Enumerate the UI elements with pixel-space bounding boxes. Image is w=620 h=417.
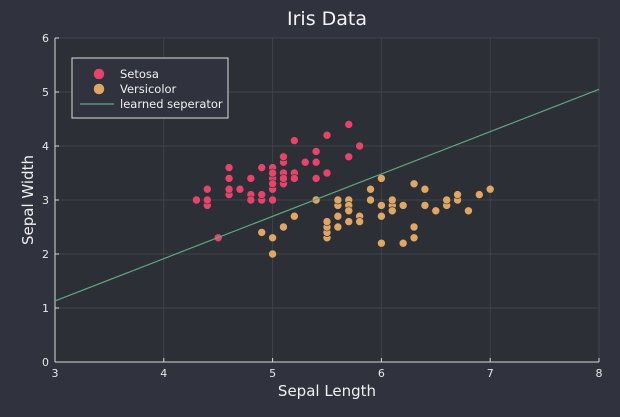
- data-point-versicolor: [485, 184, 495, 194]
- data-point-versicolor: [398, 238, 408, 248]
- data-point-setosa: [246, 195, 256, 205]
- data-point-versicolor: [257, 228, 267, 237]
- data-point-setosa: [246, 174, 256, 183]
- data-point-setosa: [279, 152, 288, 162]
- data-point-setosa: [322, 130, 332, 140]
- data-point-versicolor: [431, 206, 441, 216]
- data-series: [54, 88, 600, 302]
- data-point-versicolor: [366, 195, 375, 205]
- data-point-setosa: [311, 157, 321, 167]
- y-tick-label: 2: [42, 248, 49, 261]
- data-point-setosa: [311, 174, 321, 183]
- data-point-versicolor: [322, 217, 332, 226]
- data-point-setosa: [300, 157, 310, 167]
- x-tick-label: 3: [52, 367, 59, 380]
- data-point-versicolor: [420, 201, 430, 210]
- legend-marker-setosa: [93, 68, 105, 80]
- y-tick-label: 3: [42, 194, 49, 207]
- data-point-setosa: [322, 168, 332, 178]
- legend-label-setosa: Setosa: [120, 67, 159, 81]
- x-tick-label: 8: [596, 367, 603, 380]
- data-point-versicolor: [333, 211, 343, 221]
- data-point-setosa: [224, 174, 234, 183]
- data-point-setosa: [203, 195, 212, 205]
- x-tick-label: 6: [378, 367, 385, 380]
- data-point-versicolor: [279, 222, 288, 232]
- data-point-versicolor: [377, 201, 386, 210]
- data-point-versicolor: [387, 206, 397, 216]
- data-point-versicolor: [453, 190, 462, 199]
- y-tick-label: 5: [42, 86, 49, 99]
- data-point-versicolor: [366, 184, 375, 194]
- data-point-setosa: [355, 141, 364, 151]
- x-tick-label: 7: [487, 367, 494, 380]
- y-tick-label: 6: [42, 32, 49, 45]
- data-point-versicolor: [355, 217, 364, 226]
- data-point-versicolor: [420, 184, 430, 194]
- data-point-setosa: [235, 184, 245, 194]
- data-point-setosa: [192, 195, 201, 205]
- x-axis-label: Sepal Length: [278, 382, 376, 400]
- data-point-versicolor: [333, 222, 343, 232]
- data-point-setosa: [290, 174, 299, 183]
- y-tick-label: 1: [42, 302, 49, 315]
- data-point-setosa: [268, 195, 277, 205]
- data-point-versicolor: [409, 179, 419, 189]
- axes: 3 4 5 6 7 8 0 1 2 3 4 5 6: [42, 32, 603, 380]
- data-point-setosa: [268, 168, 277, 178]
- data-point-versicolor: [333, 195, 343, 205]
- data-point-setosa: [257, 190, 267, 199]
- y-tick-label: 0: [42, 356, 49, 369]
- legend-label-versicolor: Versicolor: [120, 82, 177, 96]
- chart-title: Iris Data: [287, 8, 367, 30]
- data-point-setosa: [344, 152, 354, 162]
- separator-line: [54, 88, 600, 302]
- data-point-versicolor: [268, 233, 277, 243]
- x-tick-label: 5: [269, 367, 276, 380]
- data-point-versicolor: [268, 249, 277, 259]
- data-point-versicolor: [387, 195, 397, 205]
- x-tick-label: 4: [160, 367, 167, 380]
- y-axis-label: Sepal Width: [19, 155, 37, 245]
- data-point-setosa: [224, 163, 234, 172]
- data-point-setosa: [279, 174, 288, 183]
- data-point-versicolor: [377, 238, 386, 248]
- data-point-setosa: [224, 184, 234, 194]
- data-point-versicolor: [442, 195, 451, 205]
- data-point-versicolor: [290, 211, 299, 221]
- data-point-setosa: [311, 147, 321, 156]
- data-point-versicolor: [409, 233, 419, 243]
- data-point-setosa: [203, 184, 212, 194]
- data-point-versicolor: [377, 211, 386, 221]
- legend-marker-versicolor: [93, 83, 105, 95]
- data-point-setosa: [344, 120, 354, 129]
- y-tick-label: 4: [42, 140, 49, 153]
- legend: Setosa Versicolor learned seperator: [71, 57, 229, 119]
- data-point-versicolor: [344, 217, 354, 226]
- data-point-versicolor: [475, 190, 484, 199]
- data-point-setosa: [268, 179, 277, 189]
- data-point-versicolor: [398, 201, 408, 210]
- data-point-versicolor: [409, 222, 419, 232]
- data-point-versicolor: [344, 206, 354, 216]
- data-point-setosa: [257, 163, 267, 172]
- legend-label-separator: learned seperator: [120, 97, 223, 111]
- data-point-versicolor: [464, 206, 473, 216]
- data-point-setosa: [290, 136, 299, 145]
